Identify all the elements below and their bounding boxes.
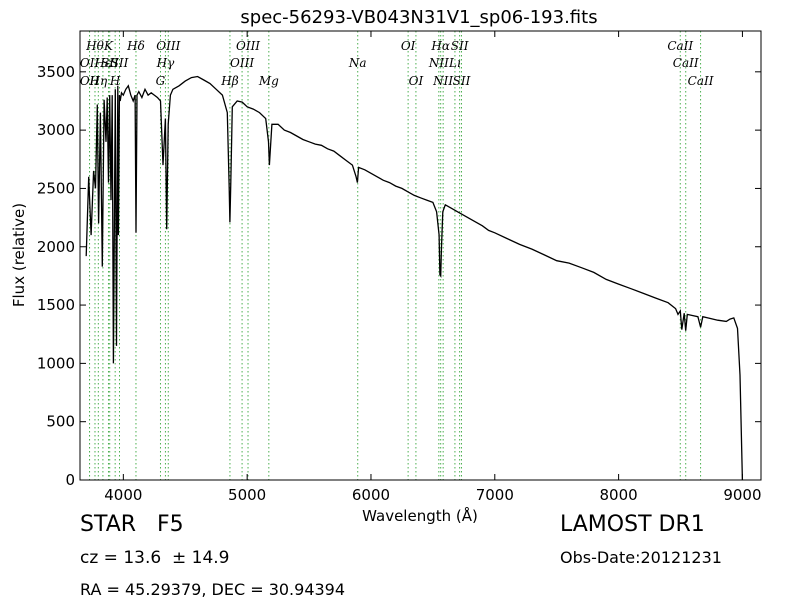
spectral-line-label: G [156, 74, 166, 88]
spectral-line-label: OII [80, 56, 100, 70]
spectral-line-label: K [103, 39, 114, 53]
spectral-line-label: CaII [667, 39, 693, 53]
redshift-text: cz = 13.6 ± 14.9 [80, 548, 230, 568]
spectral-line-label: Lı [448, 56, 461, 70]
object-class-text: STAR F5 [80, 512, 184, 537]
y-tick-label: 0 [65, 471, 75, 489]
observation-date: Obs-Date:20121231 [560, 548, 722, 567]
chart-title: spec-56293-VB043N31V1_sp06-193.fits [240, 7, 597, 28]
spectral-line-label: SII [451, 39, 469, 53]
x-tick-label: 7000 [476, 486, 514, 504]
spectral-line-label: NII [432, 74, 453, 88]
spectral-line-label: Hγ [156, 56, 175, 70]
y-tick-label: 3000 [37, 121, 75, 139]
y-tick-label: 1000 [37, 354, 75, 372]
spectral-line-label: Hε [93, 56, 111, 70]
spectral-line-label: SII [453, 74, 471, 88]
y-tick-label: 3500 [37, 63, 75, 81]
spectral-line-label: Hβ [220, 74, 238, 88]
spectral-line-label: Na [348, 56, 367, 70]
x-tick-label: 5000 [228, 486, 266, 504]
spectral-lines-layer [89, 31, 702, 480]
spectral-line-label: Mg [258, 74, 279, 88]
x-tick-label: 9000 [723, 486, 761, 504]
x-tick-label: 8000 [600, 486, 638, 504]
spectral-line-label: OI [401, 39, 416, 53]
spectral-line-label: CaII [688, 74, 714, 88]
spectral-line-label: OIII [230, 56, 254, 70]
y-tick-label: 2500 [37, 179, 75, 197]
spectral-line-label: OII [80, 74, 100, 88]
spectral-line-label: CaII [673, 56, 699, 70]
x-tick-label: 6000 [352, 486, 390, 504]
y-axis-ticks: 0 500 1000 1500 2000 2500 3000 3500 [37, 63, 761, 489]
spectral-line-label: H [109, 74, 121, 88]
spectral-line-label: OI [409, 74, 424, 88]
x-axis-label: Wavelength (Å) [362, 506, 478, 525]
y-tick-label: 2000 [37, 238, 75, 256]
spectral-line-label: Hθ [85, 39, 104, 53]
spectral-line-label: Hη [88, 74, 107, 88]
spectrum-line [85, 75, 744, 481]
spectral-line-label: SII [101, 56, 119, 70]
y-tick-label: 1500 [37, 296, 75, 314]
spectral-line-label: OIII [156, 39, 180, 53]
y-axis-label: Flux (relative) [10, 203, 28, 307]
plot-frame [79, 30, 762, 481]
spectral-line-label: Hα [430, 39, 450, 53]
coordinates-text: RA = 45.29379, DEC = 30.94394 [80, 580, 346, 599]
x-tick-label: 4000 [104, 486, 142, 504]
spectral-line-label: SII [111, 56, 129, 70]
survey-name: LAMOST DR1 [560, 512, 705, 537]
spectral-line-label: OIII [236, 39, 260, 53]
spectral-line-label: Hδ [126, 39, 145, 53]
y-tick-label: 500 [46, 413, 75, 431]
line-labels-layer: OII OII Hθ Hη Hε K SII H SII Hδ G Hγ OIII Hβ OIII OIII M… [80, 39, 714, 88]
x-axis-ticks: 4000 5000 6000 7000 8000 9000 [104, 31, 762, 504]
spectral-line-label: NII [428, 56, 449, 70]
